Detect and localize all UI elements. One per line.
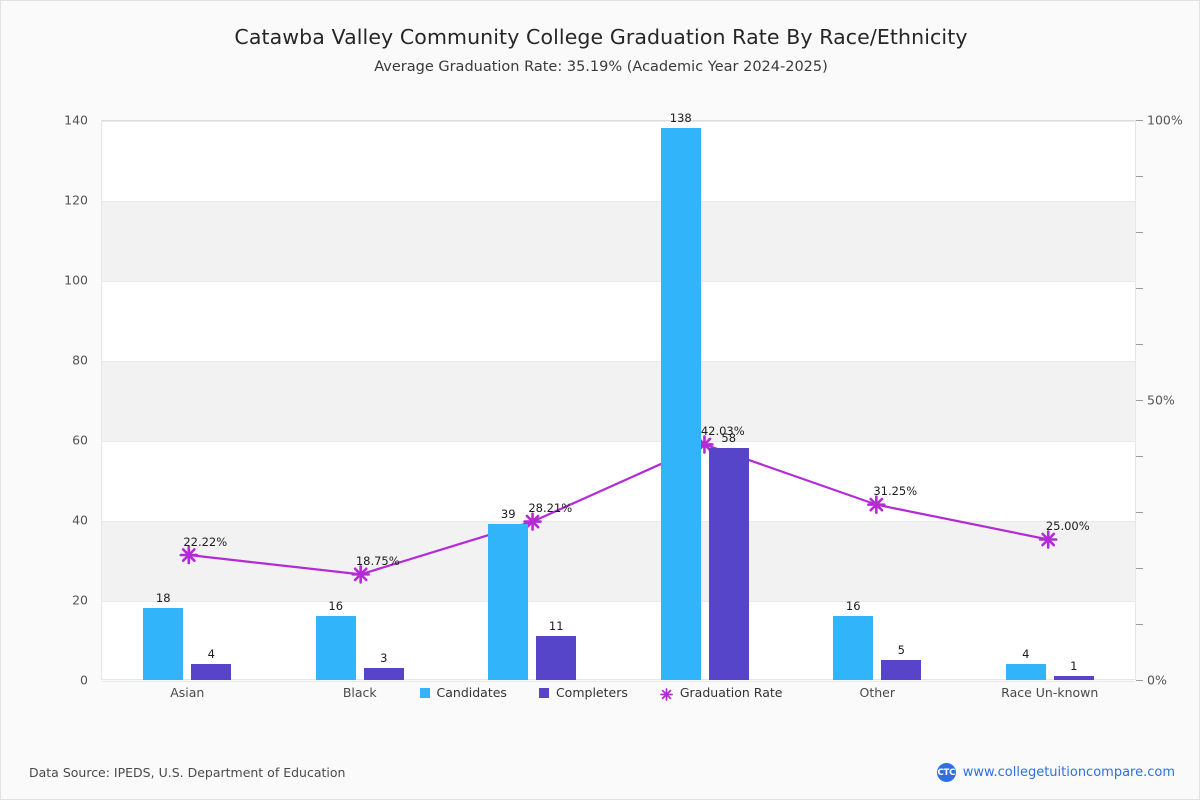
gridline	[102, 521, 1135, 522]
graduation-rate-marker[interactable]	[867, 495, 886, 514]
y-axis-tick-label: 140	[64, 112, 88, 128]
graduation-rate-value-label: 25.00%	[1045, 519, 1090, 533]
y-axis-tick-label: 40	[72, 512, 88, 528]
plot-band	[102, 361, 1135, 441]
gridline	[102, 281, 1135, 282]
bar-value-label-candidates: 18	[155, 591, 171, 605]
y2-axis-tick-label: 50%	[1147, 392, 1175, 408]
brand-url-link[interactable]: www.collegetuitioncompare.com	[962, 765, 1175, 780]
bar-completers[interactable]	[881, 660, 922, 680]
bar-candidates[interactable]	[1005, 664, 1046, 680]
bar-value-label-candidates: 138	[669, 111, 692, 125]
bar-value-label-completers: 1	[1070, 659, 1078, 673]
bar-completers[interactable]	[708, 448, 749, 680]
x-axis-tick-label: Race Un-known	[1001, 685, 1099, 700]
ctc-logo-icon: CTC	[936, 763, 956, 782]
graduation-rate-value-label: 18.75%	[355, 554, 400, 568]
y2-axis-tick-label: 100%	[1147, 112, 1183, 128]
bar-value-label-candidates: 39	[500, 507, 516, 521]
legend-swatch-candidates-icon	[419, 687, 430, 698]
legend-star-icon	[660, 686, 673, 701]
y-axis-tick-label: 100	[64, 272, 88, 288]
y2-axis-tick-mark	[1136, 400, 1143, 401]
legend-item-graduation-rate[interactable]: Graduation Rate	[656, 684, 786, 701]
bar-value-label-candidates: 4	[1022, 647, 1030, 661]
gridline	[102, 121, 1135, 122]
y2-axis-tick-mark	[1136, 120, 1143, 121]
bar-candidates[interactable]	[660, 128, 701, 680]
bar-candidates[interactable]	[833, 616, 874, 680]
bar-value-label-completers: 58	[721, 431, 737, 445]
bar-value-label-completers: 4	[207, 647, 215, 661]
y2-axis-tick-mark	[1136, 624, 1143, 625]
legend-swatch-completers-icon	[538, 687, 549, 698]
plot-area	[101, 120, 1136, 682]
y2-axis-tick-mark	[1136, 680, 1143, 681]
y2-axis-tick-mark	[1136, 512, 1143, 513]
legend-label-completers: Completers	[555, 685, 628, 700]
bar-value-label-candidates: 16	[845, 599, 861, 613]
gridline	[102, 361, 1135, 362]
y2-axis-tick-mark	[1136, 288, 1143, 289]
bar-value-label-candidates: 16	[328, 599, 344, 613]
y2-axis-tick-mark	[1136, 176, 1143, 177]
title-block: Catawba Valley Community College Graduat…	[1, 25, 1200, 75]
gridline	[102, 441, 1135, 442]
x-axis-tick-label: Black	[342, 685, 377, 700]
y-axis-tick-label: 20	[72, 592, 88, 608]
bar-candidates[interactable]	[143, 608, 184, 680]
plot-band	[102, 201, 1135, 281]
y2-axis-tick-mark	[1136, 456, 1143, 457]
gridline	[102, 601, 1135, 602]
y2-axis-tick-mark	[1136, 232, 1143, 233]
bar-candidates[interactable]	[315, 616, 356, 680]
legend-label-candidates: Candidates	[436, 685, 507, 700]
bar-completers[interactable]	[1053, 676, 1094, 680]
bar-completers[interactable]	[536, 636, 577, 680]
bar-value-label-completers: 3	[380, 651, 388, 665]
bar-candidates[interactable]	[488, 524, 529, 680]
legend-item-completers[interactable]: Completers	[535, 684, 631, 701]
graduation-rate-value-label: 31.25%	[873, 484, 918, 498]
x-axis-tick-label: Other	[859, 685, 896, 700]
graduation-rate-value-label: 22.22%	[183, 534, 228, 549]
bar-value-label-completers: 5	[897, 643, 905, 657]
y-axis-tick-label: 80	[72, 352, 88, 368]
plot-band	[102, 521, 1135, 601]
y-axis-tick-label: 0	[80, 672, 88, 688]
y-axis-tick-label: 60	[72, 432, 88, 448]
chart-subtitle: Average Graduation Rate: 35.19% (Academi…	[374, 59, 828, 75]
gridline	[102, 681, 1135, 682]
bar-value-label-completers: 11	[548, 619, 564, 633]
y2-axis-tick-mark	[1136, 344, 1143, 345]
bar-completers[interactable]	[191, 664, 232, 680]
gridline	[102, 201, 1135, 202]
graduation-rate-value-label: 42.03%	[700, 423, 745, 438]
legend-item-candidates[interactable]: Candidates	[416, 684, 510, 701]
data-source-text: Data Source: IPEDS, U.S. Department of E…	[29, 765, 346, 780]
legend-label-graduation-rate: Graduation Rate	[679, 685, 783, 700]
graduation-rate-value-label: 28.21%	[528, 501, 573, 516]
x-axis-tick-label: Asian	[170, 685, 205, 700]
y-axis-tick-label: 120	[64, 192, 88, 208]
y2-axis-tick-label: 0%	[1147, 672, 1167, 688]
page-title: Catawba Valley Community College Graduat…	[234, 25, 968, 49]
bar-completers[interactable]	[363, 668, 404, 680]
y2-axis-tick-mark	[1136, 568, 1143, 569]
brand-footer[interactable]: CTC www.collegetuitioncompare.com	[936, 763, 1175, 782]
